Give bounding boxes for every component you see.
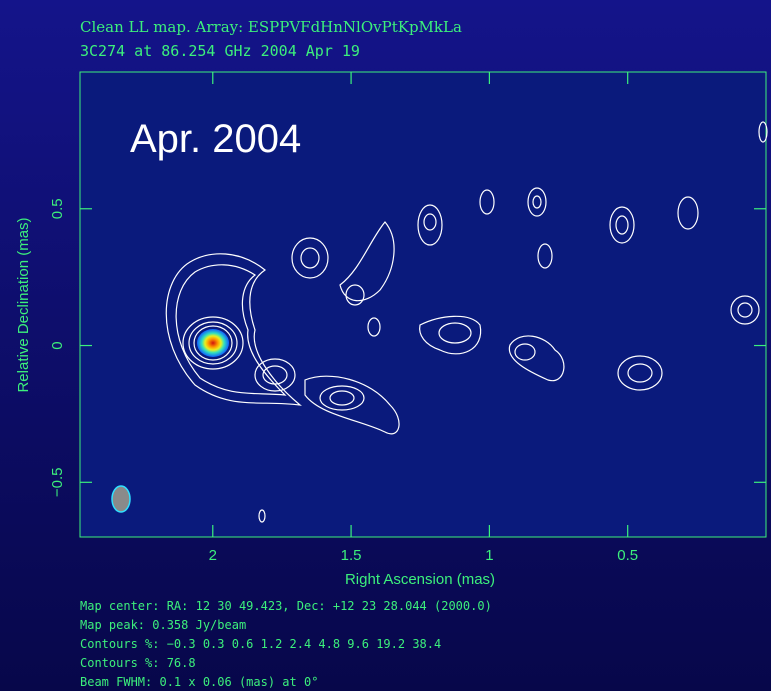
core — [197, 329, 229, 357]
footer-line: Contours %: 76.8 — [80, 656, 196, 670]
header-line: Clean LL map. Array: ESPPVFdHnNlOvPtKpMk… — [80, 18, 462, 36]
screen: Clean LL map. Array: ESPPVFdHnNlOvPtKpMk… — [0, 0, 771, 691]
footer-line: Map peak: 0.358 Jy/beam — [80, 618, 246, 632]
y-axis-label: Relative Declination (mas) — [15, 217, 32, 392]
x-tick-label: 1.5 — [341, 547, 362, 564]
footer-line: Contours %: −0.3 0.3 0.6 1.2 2.4 4.8 9.6… — [80, 637, 441, 651]
overlay-label: Apr. 2004 — [130, 117, 301, 161]
footer-line: Map center: RA: 12 30 49.423, Dec: +12 2… — [80, 599, 492, 613]
page: Clean LL map. Array: ESPPVFdHnNlOvPtKpMk… — [0, 0, 771, 691]
x-axis-label: Right Ascension (mas) — [345, 571, 495, 588]
x-tick-label: 0.5 — [617, 547, 638, 564]
y-tick-label: −0.5 — [49, 467, 66, 497]
y-tick-label: 0.5 — [49, 198, 66, 219]
y-tick-label: 0 — [49, 341, 66, 349]
header-line: 3C274 at 86.254 GHz 2004 Apr 19 — [80, 42, 360, 60]
footer-line: Beam FWHM: 0.1 x 0.06 (mas) at 0° — [80, 675, 318, 689]
x-tick-label: 1 — [485, 547, 493, 564]
beam — [112, 486, 130, 512]
x-tick-label: 2 — [209, 547, 217, 564]
